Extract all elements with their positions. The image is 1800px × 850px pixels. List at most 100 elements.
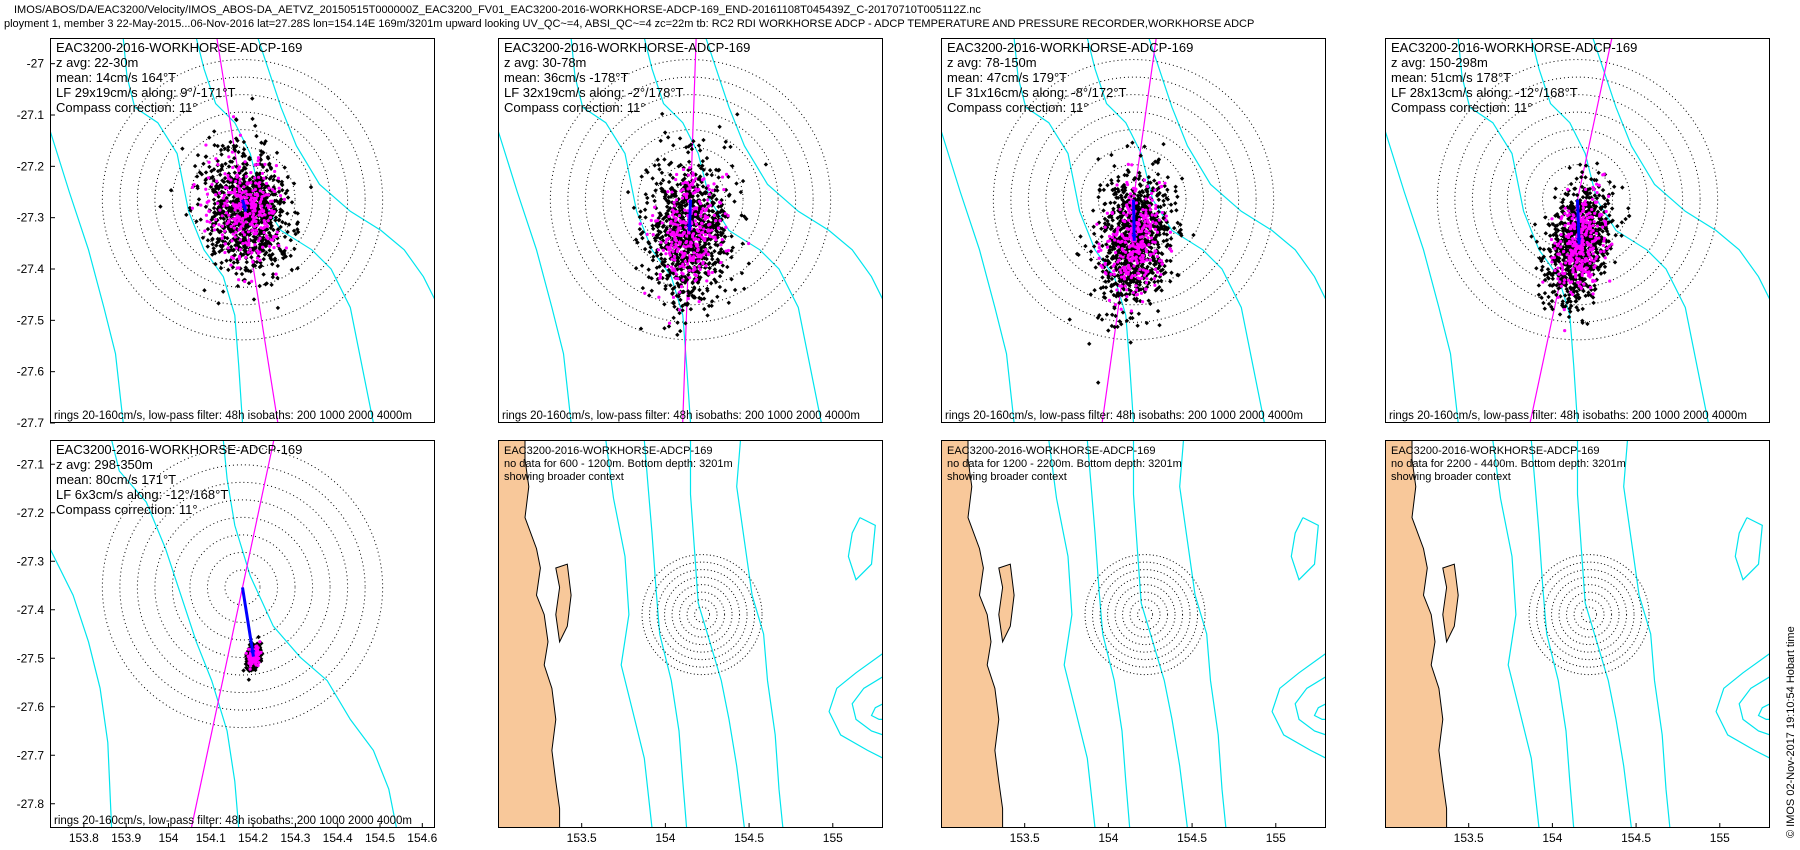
- isobath-line: [122, 38, 244, 423]
- panel-title: EAC3200-2016-WORKHORSE-ADCP-169: [947, 445, 1155, 457]
- panel-frame: [50, 440, 435, 828]
- panel-title: EAC3200-2016-WORKHORSE-ADCP-169: [1391, 40, 1637, 55]
- land-area: [1385, 440, 1448, 828]
- isobath-line: [1294, 676, 1326, 736]
- panel-info-line: LF 31x16cm/s along: -8°/172°T: [947, 85, 1127, 100]
- y-tick-label: -27.3: [17, 211, 45, 225]
- y-tick-label: -27.6: [17, 700, 45, 714]
- speed-ring: [189, 534, 296, 641]
- speed-ring: [154, 499, 331, 676]
- x-tick-label: 153.8: [69, 831, 99, 845]
- isobath-line: [705, 38, 883, 301]
- speed-ring: [619, 129, 762, 271]
- panel-info-line: Compass correction: 11°: [56, 100, 198, 115]
- isobath-line: [1530, 38, 1709, 423]
- panel-title: EAC3200-2016-WORKHORSE-ADCP-169: [504, 40, 750, 55]
- speed-ring: [1581, 606, 1598, 623]
- panel-title: EAC3200-2016-WORKHORSE-ADCP-169: [56, 40, 302, 55]
- speed-ring: [1566, 591, 1613, 638]
- speed-ring: [654, 164, 727, 236]
- speed-ring: [1122, 591, 1169, 638]
- speed-ring: [992, 59, 1275, 341]
- speed-ring: [567, 76, 814, 323]
- panel-frame: [1385, 440, 1770, 828]
- velocity-scatter: [625, 111, 769, 338]
- x-tick-label: 154: [1098, 831, 1118, 845]
- isobath-line: [1048, 440, 1096, 828]
- isobath-line: [1271, 652, 1326, 759]
- y-tick-label: -27.2: [17, 506, 45, 520]
- seamount-isobath: [1290, 517, 1319, 581]
- isobath-line: [257, 38, 435, 301]
- panel-info-line: no data for 600 - 1200m. Bottom depth: 3…: [504, 458, 733, 470]
- speed-ring: [206, 551, 279, 623]
- panel-info-line: LF 28x13cm/s along: -12°/168°T: [1391, 85, 1578, 100]
- isobath-line: [689, 440, 745, 828]
- panel-info-line: no data for 2200 - 4400m. Bottom depth: …: [1391, 458, 1626, 470]
- land-area: [498, 440, 561, 828]
- isobath-line: [570, 38, 692, 423]
- y-tick-label: -27.7: [17, 748, 45, 762]
- y-tick-label: -27.2: [17, 159, 45, 173]
- principal-axis-line: [190, 440, 275, 828]
- speed-ring: [1536, 561, 1643, 668]
- mean-arrow-head: [1131, 234, 1137, 241]
- speed-ring: [1062, 129, 1205, 271]
- speed-ring: [101, 446, 384, 729]
- isobath-line: [1457, 38, 1579, 423]
- speed-ring: [1506, 129, 1649, 271]
- isobath-line: [50, 548, 113, 828]
- panel-info-line: LF 29x19cm/s along: 9°/-171°T: [56, 85, 236, 100]
- panel-frame: [50, 38, 435, 423]
- speed-ring: [189, 146, 296, 253]
- x-tick-label: 153.9: [111, 831, 141, 845]
- panel-title: EAC3200-2016-WORKHORSE-ADCP-169: [947, 40, 1193, 55]
- y-tick-label: -27: [27, 57, 45, 71]
- isobath-line: [851, 676, 883, 736]
- x-tick-label: 155: [1710, 831, 1730, 845]
- panel-info-line: Compass correction: 11°: [504, 100, 646, 115]
- speed-ring: [664, 576, 741, 653]
- speed-ring: [1107, 576, 1184, 653]
- panel-info-line: mean: 47cm/s 179°T: [947, 70, 1067, 85]
- panel-footer: rings 20-160cm/s, low-pass filter: 48h i…: [54, 410, 412, 422]
- panel-info-line: z avg: 22-30m: [56, 55, 138, 70]
- speed-ring: [171, 516, 314, 659]
- island-land: [555, 563, 572, 644]
- speed-ring: [656, 569, 748, 661]
- land-area: [941, 440, 1004, 828]
- isobath-line: [1738, 676, 1770, 736]
- speed-ring: [154, 111, 331, 288]
- x-tick-label: 154.3: [280, 831, 310, 845]
- isobath-line: [1013, 38, 1135, 423]
- speed-ring: [1489, 111, 1666, 288]
- speed-ring: [649, 561, 756, 668]
- panel-info-line: LF 6x3cm/s along: -12°/168°T: [56, 487, 228, 502]
- velocity-scatter: [1067, 140, 1196, 385]
- isobath-line: [1715, 652, 1770, 759]
- isobath-line: [1492, 440, 1540, 828]
- deployment-info-header: ployment 1, member 3 22-May-2015...06-No…: [4, 18, 1255, 30]
- isobath-line: [195, 38, 374, 423]
- island-land: [998, 563, 1015, 644]
- x-tick-label: 154.4: [323, 831, 353, 845]
- speed-ring: [224, 569, 261, 606]
- isobath-line: [1576, 440, 1632, 828]
- panel-footer: rings 20-160cm/s, low-pass filter: 48h i…: [502, 410, 860, 422]
- panel-footer: rings 20-160cm/s, low-pass filter: 48h i…: [1389, 410, 1747, 422]
- isobath-line: [1385, 130, 1459, 423]
- speed-ring: [1045, 111, 1222, 288]
- speed-ring: [1559, 181, 1596, 218]
- mean-velocity-arrow: [1576, 199, 1581, 245]
- speed-ring: [1137, 606, 1154, 623]
- isobath-line: [1592, 38, 1770, 301]
- y-tick-label: -27.4: [17, 603, 45, 617]
- speed-ring: [119, 76, 366, 323]
- mean-arrow-head: [1576, 237, 1582, 245]
- mean-arrow-head: [686, 224, 693, 232]
- isobath-line: [1530, 440, 1575, 828]
- speed-ring: [549, 59, 832, 341]
